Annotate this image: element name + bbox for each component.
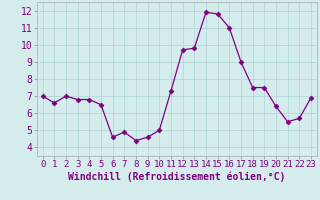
- X-axis label: Windchill (Refroidissement éolien,°C): Windchill (Refroidissement éolien,°C): [68, 172, 285, 182]
